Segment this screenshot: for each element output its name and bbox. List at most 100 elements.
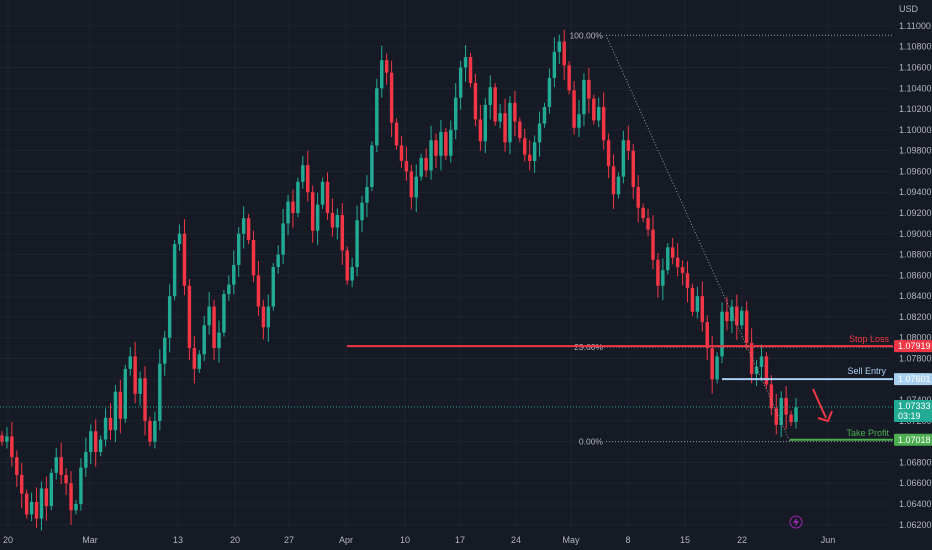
candle-body [49,472,54,507]
price-tick-label: 1.10400 [899,83,932,93]
countdown-text: 03:19 [898,411,921,421]
candle-body [749,342,754,375]
candle-body [572,90,576,128]
candle-body [794,407,798,422]
candle-body [577,114,581,128]
candle-body [15,457,19,475]
date-tick-label: 8 [625,535,630,545]
candle-body [508,102,512,143]
stop-loss-price-tag [894,340,932,353]
candle-body [345,250,349,281]
candle-body [705,322,709,349]
candle-body [730,306,734,322]
candle-body [675,257,680,268]
candle-body [601,106,606,141]
arrow-down-icon[interactable] [812,388,827,419]
candle-body [606,140,611,167]
candle-body [335,215,340,228]
candle-body [542,106,547,124]
candle-body [212,306,216,349]
price-tick-label: 1.11000 [899,21,931,31]
candle-body [241,218,246,234]
date-tick-label: 20 [3,535,13,545]
candle-body [10,436,14,458]
price-axis-background [893,0,932,550]
candle-body [493,87,497,122]
candle-body [680,267,685,274]
price-tick-label: 1.08000 [899,333,932,343]
candle-body [89,431,93,453]
candle-body [562,41,566,66]
candle-body [394,122,399,146]
candle-body [232,264,236,285]
candle-body [656,259,660,286]
candle-body [202,325,206,355]
candle-body [488,87,492,105]
sell-entry-price-tag-text: 1.07601 [898,374,931,384]
fib-level-label: 0.00% [579,437,604,447]
candle-body [74,504,78,511]
candle-body [449,129,453,156]
candle-body [666,247,670,271]
candle-body [532,142,537,162]
candle-body [207,306,211,326]
date-tick-label: Apr [339,535,353,545]
candle-body [286,201,290,224]
candle-body [547,77,552,107]
candle-body [163,337,167,364]
candle-body [458,67,463,98]
candle-body [463,57,468,68]
candle-body [513,102,517,122]
candle-body [552,51,557,78]
date-tick-label: 15 [680,535,690,545]
stop-loss-price-tag-text: 1.07919 [898,341,931,351]
candle-body [621,140,626,177]
candle-body [380,60,384,89]
price-tick-label: 1.09400 [899,187,932,197]
price-tick-label: 1.08200 [899,312,932,322]
candle-body [389,72,394,123]
candle-body [409,171,414,198]
candle-body [123,368,128,419]
arrow-head-icon [817,410,833,423]
candle-body [108,417,113,431]
price-axis[interactable]: USD 1.11000 1.10800 1.10600 1.10400 1.10200 1… [893,0,932,550]
take-profit-price-tag [894,433,932,446]
candle-body [444,131,448,156]
candle-body [419,157,423,177]
candle-body [616,176,621,195]
date-tick-label: Mar [82,535,98,545]
candle-body [325,181,330,213]
candle-body [113,391,118,431]
current-price-tag [894,400,932,423]
candle-body [39,488,44,519]
candle-body [138,378,142,394]
candle-body [498,113,502,122]
candle-body [118,391,123,419]
price-tick-label: 1.10000 [899,125,932,135]
candle-body [266,306,271,328]
price-tick-label: 1.06400 [899,499,932,509]
candle-body [483,104,488,142]
lightning-icon[interactable] [789,515,803,529]
candle-body [355,220,359,268]
candle-body [98,439,103,453]
candle-body [370,145,374,188]
candle-body [740,310,744,326]
candle-body [320,181,325,205]
candle-body [24,493,29,515]
candle-body [296,181,300,213]
candle-body [34,501,39,519]
candle-body [54,457,58,473]
candle-body [5,436,9,442]
candle-body [636,187,640,208]
candle-body [710,348,714,380]
stop-loss-label: Stop Loss [849,334,890,344]
candle-body [251,240,256,276]
candle-body [764,356,769,385]
candle-body [197,354,201,369]
time-axis[interactable]: 20 Mar 13 20 27 Apr 10 17 24 May 8 15 22 Jun [3,535,835,545]
